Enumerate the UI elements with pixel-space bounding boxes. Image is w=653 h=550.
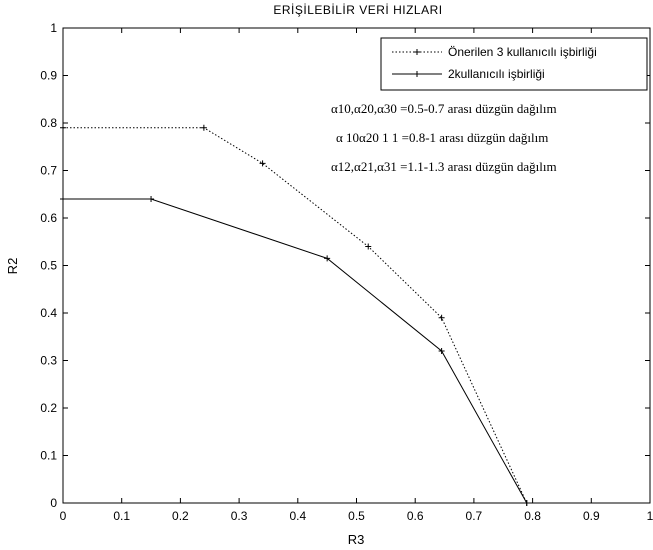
- x-tick-label: 0.9: [583, 509, 600, 523]
- y-tick-label: 1: [50, 21, 57, 35]
- x-tick-label: 0.5: [348, 509, 365, 523]
- legend: Önerilen 3 kullanıcılı işbirliği 2kullan…: [380, 37, 648, 91]
- legend-label-two-user: 2kullanıcılı işbirliği: [448, 67, 545, 81]
- series-point-0: [60, 124, 66, 131]
- series-point-1: [324, 255, 331, 262]
- annotation-line-1: α10,α20,α30 =0.5-0.7 arası düzgün dağılı…: [331, 101, 557, 116]
- y-axis-label: R2: [5, 258, 20, 275]
- legend-label-proposed: Önerilen 3 kullanıcılı işbirliği: [448, 45, 597, 59]
- plot-area: [62, 27, 651, 504]
- series-point-1: [438, 348, 445, 354]
- y-axis-ticks: 0 0.1 0.2 0.3 0.4 0.5 0.6 0.7 0.8 0.9 1: [40, 21, 650, 510]
- y-tick-label: 0.4: [40, 306, 57, 320]
- legend-box: [380, 37, 648, 91]
- x-tick-label: 0: [60, 509, 67, 523]
- chart-title: ERİŞİLEBİLİR VERİ HIZLARI: [273, 3, 442, 17]
- annotation-line-3: α12,α21,α31 =1.1-1.3 arası düzgün dağılı…: [331, 159, 557, 174]
- y-tick-label: 0.5: [40, 259, 57, 273]
- x-tick-label: 1: [647, 509, 653, 523]
- y-tick-label: 0.1: [40, 449, 57, 463]
- series-point-0: [200, 124, 207, 131]
- annotation-line-2: α 10α20 1 1 =0.8-1 arası düzgün dağılım: [336, 130, 548, 145]
- x-tick-label: 0.6: [407, 509, 424, 523]
- y-tick-label: 0: [50, 496, 57, 510]
- y-tick-label: 0.3: [40, 354, 57, 368]
- series-point-0: [438, 314, 445, 321]
- series-point-1: [148, 196, 155, 202]
- series-layer: [60, 124, 530, 506]
- annotations: α10,α20,α30 =0.5-0.7 arası düzgün dağılı…: [331, 101, 557, 174]
- series-line-0: [63, 127, 528, 504]
- x-tick-label: 0.1: [113, 509, 130, 523]
- x-tick-label: 0.4: [289, 509, 306, 523]
- legend-marker-proposed: [414, 49, 420, 55]
- y-tick-label: 0.6: [40, 211, 57, 225]
- series-point-0: [259, 160, 266, 167]
- x-tick-label: 0.8: [524, 509, 541, 523]
- series-point-1: [523, 500, 530, 506]
- x-axis-label: R3: [348, 532, 365, 547]
- x-axis-ticks: 0 0.1 0.2 0.3 0.4 0.5 0.6 0.7 0.8 0.9 1: [60, 28, 653, 523]
- x-tick-label: 0.3: [231, 509, 248, 523]
- y-tick-label: 0.7: [40, 164, 57, 178]
- series-point-0: [365, 243, 372, 250]
- series-point-1: [60, 196, 66, 202]
- legend-marker-two-user: [414, 71, 420, 77]
- x-tick-label: 0.2: [172, 509, 189, 523]
- x-tick-label: 0.7: [466, 509, 483, 523]
- y-tick-label: 0.9: [40, 69, 57, 83]
- y-tick-label: 0.2: [40, 401, 57, 415]
- y-tick-label: 0.8: [40, 116, 57, 130]
